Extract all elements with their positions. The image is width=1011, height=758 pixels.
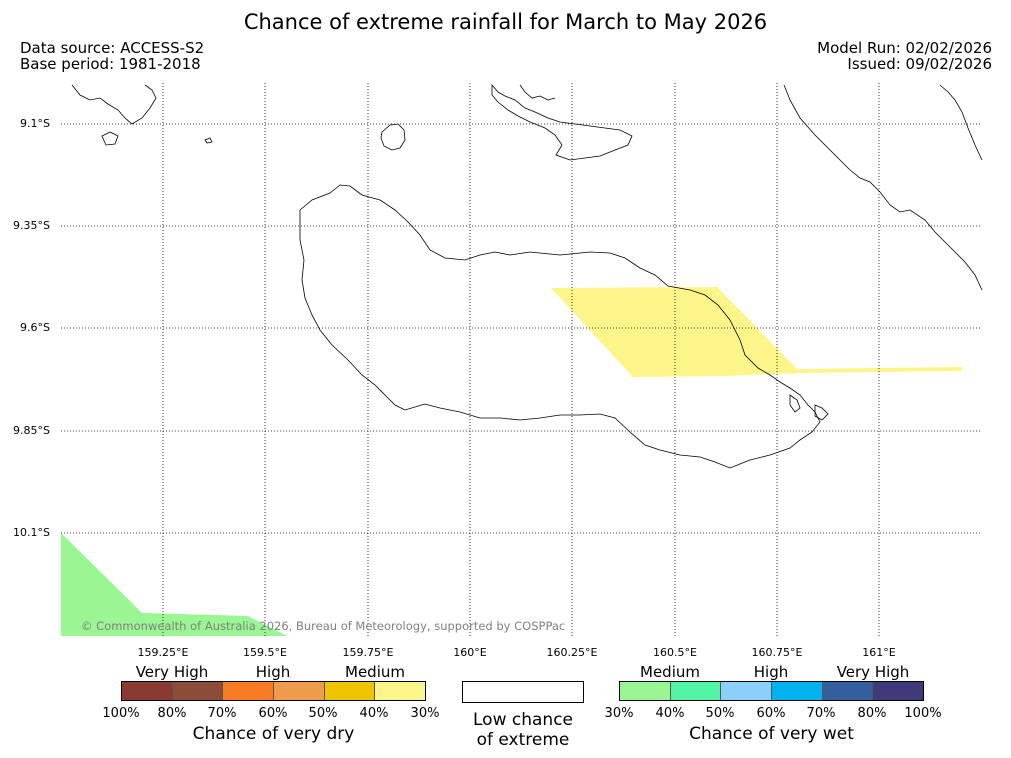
dry-legend-title: Chance of very dry — [192, 724, 355, 744]
florida-islands — [491, 83, 633, 161]
meta-right: Model Run: 02/02/2026 Issued: 09/02/2026 — [817, 40, 992, 72]
dry-category-medium: Medium — [345, 663, 405, 681]
dry-swatch-2 — [172, 682, 224, 700]
medium-dry-region — [551, 287, 962, 377]
issued-date: Issued: 09/02/2026 — [847, 55, 992, 73]
russell-islands-west — [101, 131, 119, 146]
wet-swatch-4 — [772, 682, 823, 700]
dry-tick: 60% — [258, 706, 288, 721]
wet-category-high: High — [753, 663, 789, 681]
data-source: Data source: ACCESS-S2 — [20, 39, 205, 57]
wet-tick: 70% — [806, 706, 836, 721]
dry-swatch-4 — [274, 682, 325, 700]
dry-category-high: High — [255, 663, 291, 681]
dry-swatch-1 — [122, 682, 173, 700]
lon-label-161: 161°E — [862, 646, 896, 659]
copyright-notice: © Commonwealth of Australia 2026, Bureau… — [81, 619, 566, 633]
lon-label-160: 160°E — [453, 646, 487, 659]
lat-label-9-6: 9.6°S — [20, 321, 50, 334]
wet-tick: 80% — [857, 706, 887, 721]
dry-swatch-3 — [223, 682, 275, 700]
wet-tick: 40% — [655, 706, 685, 721]
chart-title: Chance of extreme rainfall for March to … — [243, 10, 768, 34]
dry-tick: 80% — [157, 706, 187, 721]
coastlines — [71, 83, 983, 469]
dry-tick: 100% — [102, 706, 140, 721]
dry-category-very-high: Very High — [135, 663, 209, 681]
wet-swatch-2 — [670, 682, 722, 700]
lat-label-9-85: 9.85°S — [13, 424, 50, 437]
low-chance-swatch — [462, 681, 584, 703]
wet-tick: 100% — [904, 706, 942, 721]
marau-islets — [789, 394, 801, 413]
medium-wet-region — [61, 533, 287, 636]
lon-label-159-25: 159.25°E — [137, 646, 189, 659]
malaita-coastline — [783, 84, 983, 291]
model-run: Model Run: 02/02/2026 — [817, 39, 992, 57]
savo-island — [380, 123, 406, 151]
base-period: Base period: 1981-2018 — [20, 55, 201, 73]
nggela-islets — [519, 84, 556, 101]
lon-label-159-75: 159.75°E — [342, 646, 394, 659]
russell-islands — [71, 84, 157, 125]
low-chance-line-2: of extreme — [476, 730, 570, 750]
lon-label-160-5: 160.5°E — [653, 646, 697, 659]
wet-swatch-1 — [620, 682, 671, 700]
wet-colorbar — [619, 681, 924, 701]
wet-tick: 60% — [756, 706, 786, 721]
russell-islet — [204, 137, 213, 144]
marau-islet-east — [814, 404, 829, 421]
dry-swatch-5 — [324, 682, 376, 700]
wet-swatch-6 — [873, 682, 924, 700]
wet-swatch-5 — [822, 682, 874, 700]
wet-legend-title: Chance of very wet — [689, 724, 854, 744]
lon-label-159-5: 159.5°E — [243, 646, 287, 659]
dry-tick: 40% — [359, 706, 389, 721]
lat-label-10-1: 10.1°S — [13, 526, 50, 539]
meta-left: Data source: ACCESS-S2 Base period: 1981… — [20, 40, 204, 72]
wet-category-very-high: Very High — [836, 663, 910, 681]
lon-label-160-75: 160.75°E — [751, 646, 803, 659]
dry-colorbar — [121, 681, 426, 701]
dry-swatch-6 — [375, 682, 426, 700]
wet-tick: 30% — [604, 706, 634, 721]
low-chance-label: Low chance of extreme — [452, 710, 594, 750]
maramasike-coastline — [939, 84, 983, 161]
dry-tick: 50% — [308, 706, 338, 721]
lon-label-160-25: 160.25°E — [546, 646, 598, 659]
dry-tick: 30% — [410, 706, 440, 721]
low-chance-line-1: Low chance — [473, 710, 573, 730]
wet-swatch-3 — [721, 682, 773, 700]
gridlines — [61, 83, 982, 636]
wet-tick: 50% — [705, 706, 735, 721]
lat-label-9-35: 9.35°S — [13, 219, 50, 232]
lat-label-9-1: 9.1°S — [20, 117, 50, 130]
dry-tick: 70% — [207, 706, 237, 721]
guadalcanal-coastline — [299, 184, 821, 469]
wet-category-medium: Medium — [640, 663, 700, 681]
